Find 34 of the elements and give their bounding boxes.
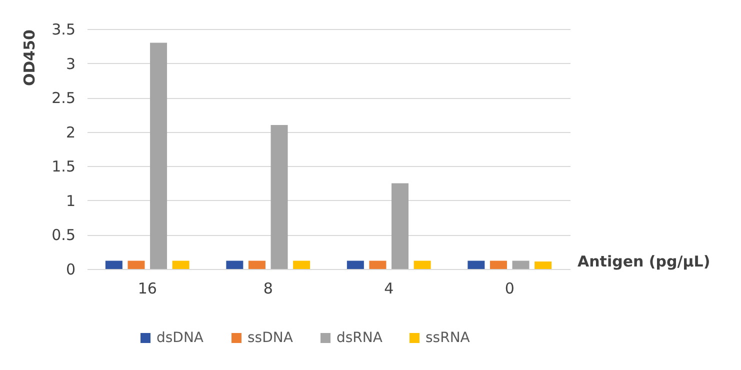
- bar: [293, 260, 310, 269]
- bar: [414, 260, 431, 269]
- x-tick-label: 4: [384, 280, 394, 298]
- bar: [150, 42, 168, 269]
- legend-label: dsRNA: [336, 330, 383, 346]
- x-tick-label: 0: [504, 280, 514, 298]
- bar: [369, 260, 386, 269]
- bar: [128, 260, 145, 269]
- bar: [468, 260, 485, 269]
- x-axis-title: Antigen (pg/μL): [578, 252, 710, 270]
- bar: [172, 260, 190, 269]
- x-tick-label: 16: [138, 280, 157, 298]
- bar: [392, 183, 409, 269]
- y-tick-label: 0: [66, 260, 76, 278]
- bar: [490, 260, 507, 269]
- bar: [105, 260, 122, 269]
- y-tick-label: 2.5: [52, 89, 76, 108]
- bar: [512, 260, 530, 269]
- y-axis-title: OD450: [20, 30, 39, 86]
- y-tick-label: 1.5: [52, 158, 76, 176]
- legend-label: dsDNA: [156, 330, 204, 346]
- y-tick-label: 3.5: [52, 20, 76, 38]
- bar: [226, 260, 244, 269]
- bar: [346, 260, 364, 269]
- y-tick-label: 3: [66, 54, 76, 73]
- legend-label: ssRNA: [426, 330, 470, 346]
- legend-label: ssDNA: [248, 330, 294, 346]
- bar: [248, 260, 266, 269]
- bar: [270, 125, 288, 269]
- x-tick-label: 8: [263, 280, 273, 298]
- bar: [534, 261, 552, 269]
- y-tick-label: 1: [66, 192, 76, 210]
- y-tick-label: 2: [66, 123, 76, 142]
- y-tick-label: 0.5: [52, 226, 76, 244]
